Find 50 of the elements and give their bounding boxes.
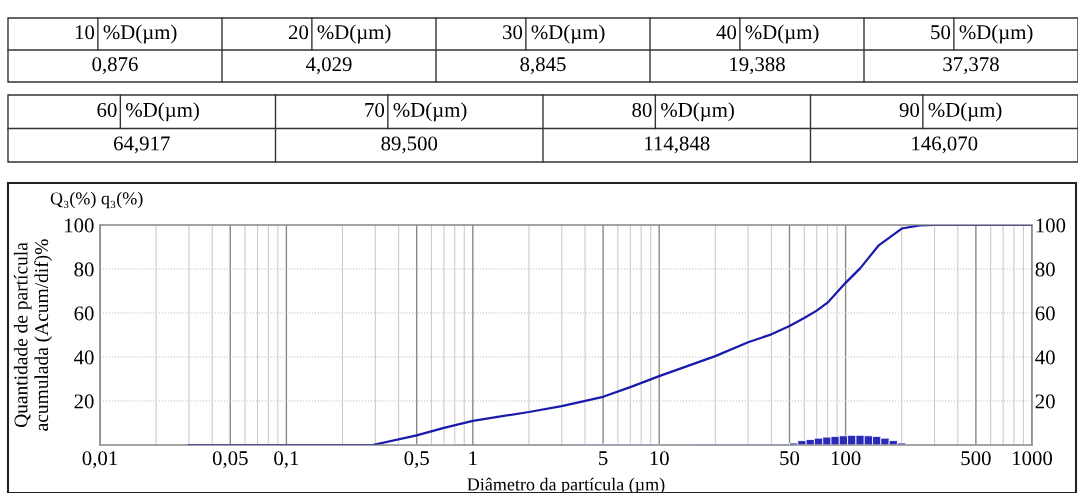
text: 4,029 <box>305 57 352 75</box>
text: 90 <box>899 102 920 117</box>
text: 20 <box>288 25 309 40</box>
x-tick-label: 0,01 <box>82 451 117 469</box>
text: %D(µm) <box>317 24 391 44</box>
text: 50 <box>931 25 951 40</box>
text: 60 <box>97 102 117 117</box>
text: %D(µm) <box>959 24 1033 44</box>
y-tick-label: 100 <box>65 218 94 233</box>
text: %D(µm) <box>103 24 177 44</box>
text: %D(µm) <box>531 24 605 44</box>
text: 146,070 <box>912 136 978 154</box>
x-tick-label: 0,05 <box>212 451 248 469</box>
y-tick-label: 40 <box>74 350 94 365</box>
y-axis-title: Quantidade de partícula acumulada (Acum/dif)% <box>13 239 53 431</box>
y-tick-label: 80 <box>74 262 94 277</box>
y2-tick-label: 100 <box>1036 218 1066 233</box>
text: 114,848 <box>645 136 710 154</box>
text: %D(µm) <box>928 102 1002 122</box>
text: %D(µm) <box>126 102 199 122</box>
text: 30 <box>503 25 523 40</box>
text: 70 <box>365 102 385 117</box>
text: 40 <box>716 25 737 40</box>
y2-tick-label: 40 <box>1035 350 1055 365</box>
text: 64,917 <box>114 136 170 154</box>
x-tick-label: 50 <box>780 451 800 466</box>
x-tick-label: 0,5 <box>404 451 429 469</box>
text: 0,876 <box>92 57 138 75</box>
x-tick-label: 10 <box>650 451 669 466</box>
text: %D(µm) <box>393 102 467 122</box>
text: %D(µm) <box>745 24 819 44</box>
text: 8,845 <box>520 57 566 75</box>
x-tick-label: 5 <box>599 451 608 466</box>
text: 10 <box>75 25 95 40</box>
x-tick-label: 1000 <box>1013 451 1053 466</box>
text: 89,500 <box>381 136 438 154</box>
x-tick-label: 100 <box>831 451 861 466</box>
y2-tick-label: 80 <box>1035 262 1055 277</box>
text: 19,388 <box>730 57 785 75</box>
y-tick-label: 60 <box>74 306 94 321</box>
text: Q₃(%) q₃(%) <box>50 191 143 209</box>
text: %D(µm) <box>661 102 734 122</box>
x-tick-label: 0,1 <box>274 451 299 469</box>
y-tick-label: 20 <box>74 394 94 409</box>
y2-tick-label: 60 <box>1035 306 1055 321</box>
x-tick-label: 1 <box>469 451 477 466</box>
x-tick-label: 500 <box>961 451 991 466</box>
y2-tick-label: 20 <box>1035 394 1055 409</box>
text: 80 <box>632 102 652 117</box>
text: 37,378 <box>943 57 999 75</box>
